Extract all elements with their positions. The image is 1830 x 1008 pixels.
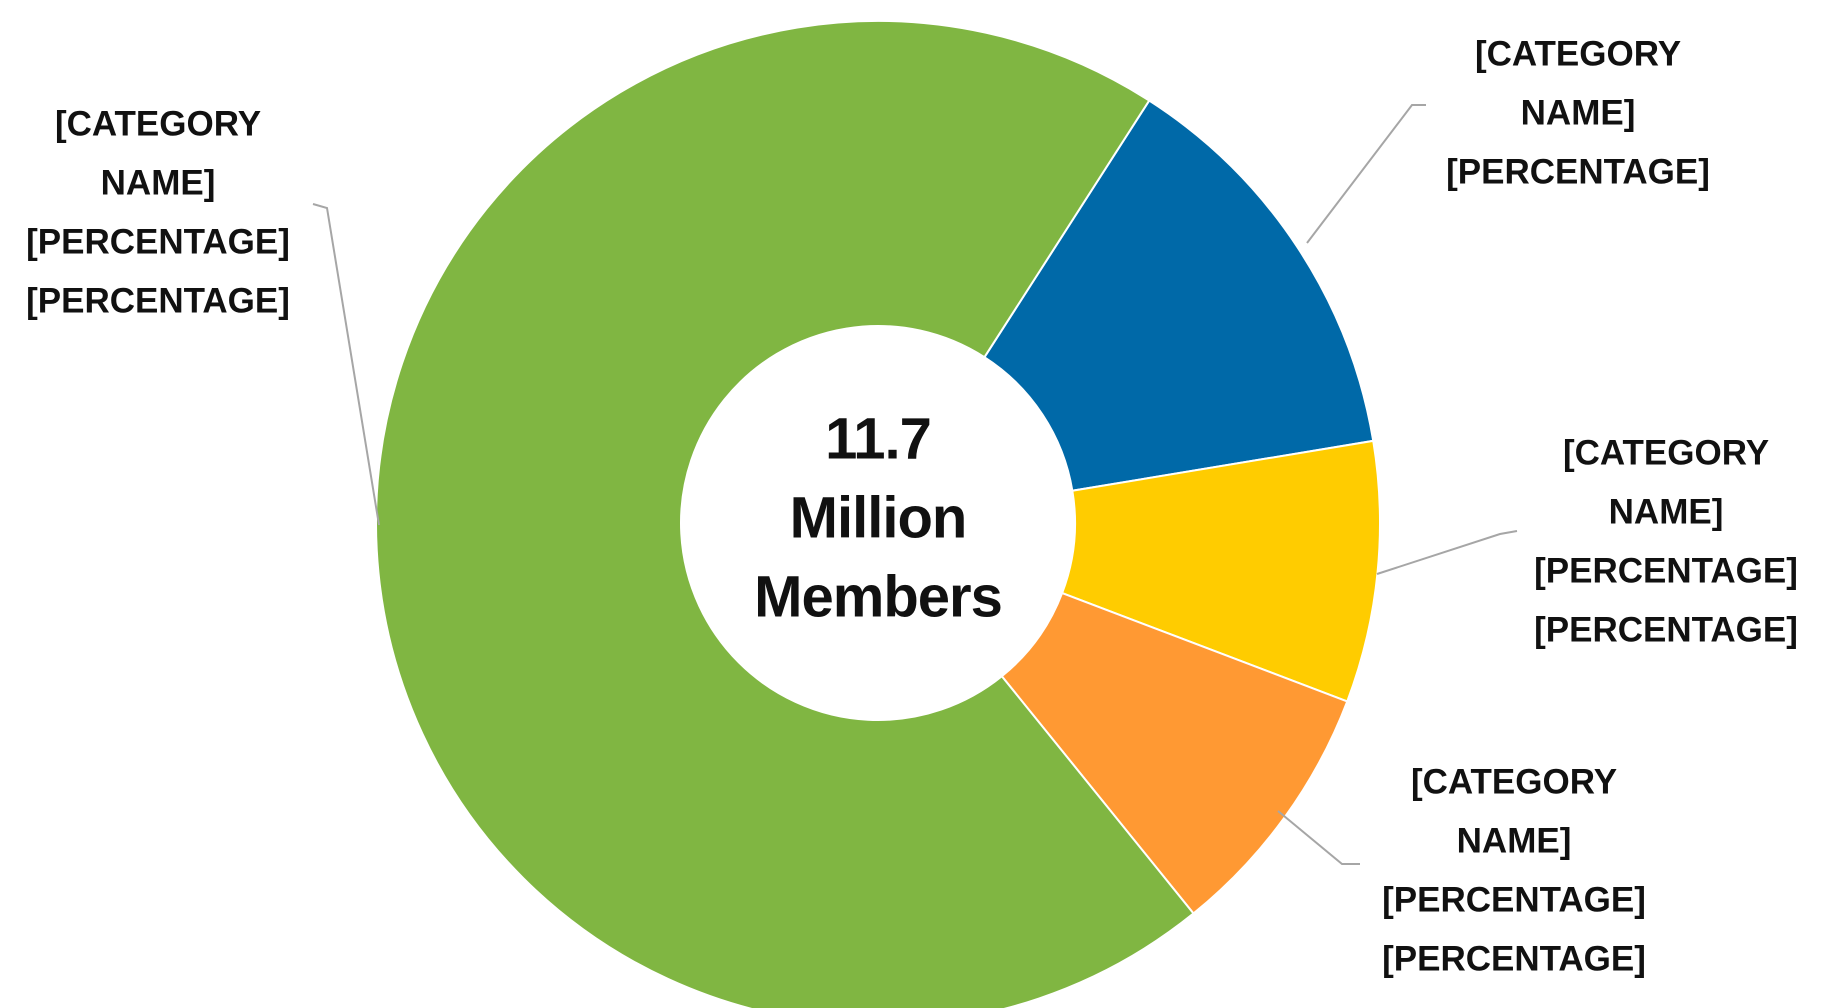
data-label: NAME] — [1521, 93, 1636, 132]
center-label: Million — [790, 485, 967, 550]
data-label: NAME] — [101, 163, 216, 202]
leader-line — [1306, 104, 1426, 244]
slice — [983, 99, 1375, 492]
center-label: 11.7 — [825, 406, 931, 471]
data-label: [PERCENTAGE] — [1446, 152, 1710, 191]
slice — [374, 20, 1195, 1008]
data-label: [PERCENTAGE] — [26, 222, 290, 261]
data-label: [PERCENTAGE] — [26, 281, 290, 320]
slice — [1060, 439, 1381, 703]
slices — [374, 20, 1381, 1008]
center-label: Members — [754, 564, 1002, 629]
slice — [1000, 591, 1349, 915]
data-label: [PERCENTAGE] — [1382, 939, 1646, 978]
data-label: [CATEGORY — [1563, 433, 1769, 472]
data-label: [PERCENTAGE] — [1382, 880, 1646, 919]
data-label: [PERCENTAGE] — [1534, 610, 1798, 649]
data-label: NAME] — [1457, 821, 1572, 860]
leader-line — [1277, 810, 1360, 865]
data-label: [CATEGORY — [1475, 34, 1681, 73]
data-label: [CATEGORY — [55, 104, 261, 143]
data-label: [PERCENTAGE] — [1534, 551, 1798, 590]
leader-line — [1376, 530, 1518, 575]
leader-line — [312, 203, 380, 526]
labels: [CATEGORY NAME] [PERCENTAGE] [CATEGORY NAME]… — [26, 34, 1798, 978]
data-label: [CATEGORY — [1411, 762, 1617, 801]
data-label: NAME] — [1609, 492, 1724, 531]
